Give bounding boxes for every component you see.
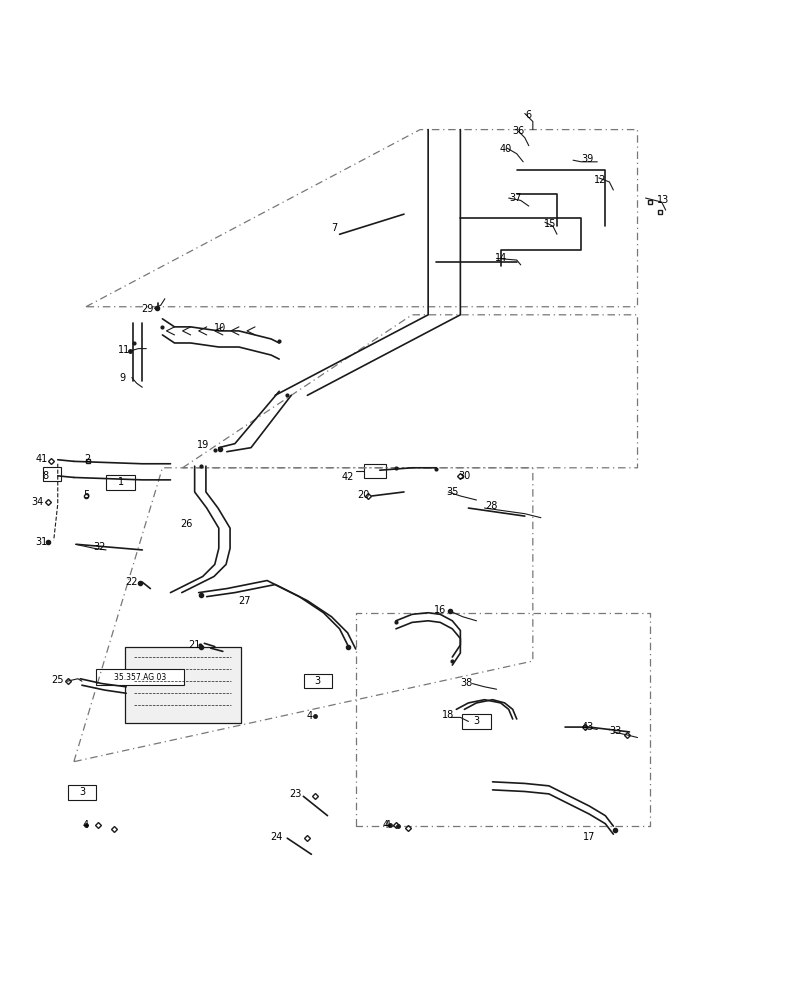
Text: 21: 21 [188, 640, 201, 650]
Bar [304, 674, 332, 688]
Text: 33: 33 [609, 726, 621, 736]
Text: 31: 31 [36, 537, 48, 547]
Text: 4: 4 [307, 711, 313, 721]
Text: 9: 9 [119, 373, 125, 383]
Text: 15: 15 [544, 219, 556, 229]
Text: 42: 42 [342, 472, 354, 482]
Bar [68, 785, 96, 800]
Bar [462, 714, 490, 729]
Text: 43: 43 [582, 722, 594, 732]
Text: 23: 23 [289, 789, 301, 799]
Text: 16: 16 [434, 605, 446, 615]
Text: 6: 6 [526, 110, 532, 120]
Text: 8: 8 [43, 471, 48, 481]
Text: 27: 27 [238, 596, 250, 606]
Text: 5: 5 [82, 490, 89, 500]
Text: 39: 39 [582, 154, 594, 164]
Text: 1: 1 [117, 477, 124, 487]
Text: 35: 35 [446, 487, 458, 497]
Text: 4: 4 [385, 820, 391, 830]
Text: 35.357.AG 03: 35.357.AG 03 [114, 673, 166, 682]
Text: 34: 34 [32, 497, 44, 507]
Text: 14: 14 [494, 253, 507, 263]
Bar [364, 464, 386, 478]
Text: 13: 13 [657, 195, 669, 205]
Text: 26: 26 [180, 519, 193, 529]
Text: 32: 32 [94, 542, 106, 552]
Text: 19: 19 [196, 440, 208, 450]
Text: 22: 22 [124, 577, 137, 587]
Text: 36: 36 [512, 126, 524, 136]
Text: 20: 20 [358, 490, 370, 500]
Text: 2: 2 [84, 454, 90, 464]
FancyBboxPatch shape [124, 647, 241, 723]
Text: 10: 10 [214, 323, 226, 333]
Text: 3: 3 [473, 716, 479, 726]
Text: 4: 4 [382, 820, 389, 830]
Bar [44, 467, 61, 481]
Text: 37: 37 [509, 193, 521, 203]
Text: 12: 12 [594, 175, 606, 185]
Text: 28: 28 [485, 501, 497, 511]
Text: 25: 25 [52, 675, 64, 685]
Text: 41: 41 [36, 454, 48, 464]
Text: 29: 29 [141, 304, 154, 314]
Text: 38: 38 [461, 678, 473, 688]
Text: 4: 4 [83, 820, 89, 830]
Text: 7: 7 [330, 223, 337, 233]
Text: 18: 18 [442, 710, 454, 720]
Bar [107, 475, 135, 490]
Text: 24: 24 [271, 832, 283, 842]
Text: 3: 3 [315, 676, 321, 686]
Text: 40: 40 [499, 144, 511, 154]
Text: 3: 3 [79, 787, 85, 797]
Text: 11: 11 [118, 345, 130, 355]
Text: 30: 30 [458, 471, 470, 481]
Text: 17: 17 [583, 832, 595, 842]
Bar [95, 669, 184, 685]
